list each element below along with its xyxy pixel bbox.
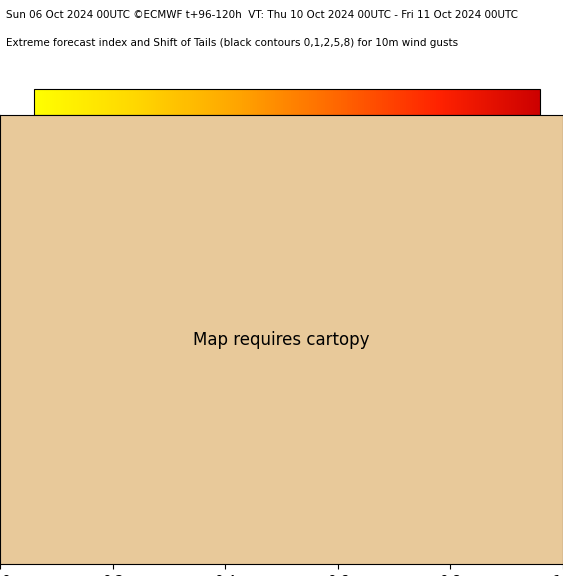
Text: Map requires cartopy: Map requires cartopy	[193, 331, 370, 349]
Text: Extreme forecast index and Shift of Tails (black contours 0,1,2,5,8) for 10m win: Extreme forecast index and Shift of Tail…	[6, 38, 458, 48]
Text: Sun 06 Oct 2024 00UTC ©ECMWF t+96-120h  VT: Thu 10 Oct 2024 00UTC - Fri 11 Oct 2: Sun 06 Oct 2024 00UTC ©ECMWF t+96-120h V…	[6, 10, 517, 20]
